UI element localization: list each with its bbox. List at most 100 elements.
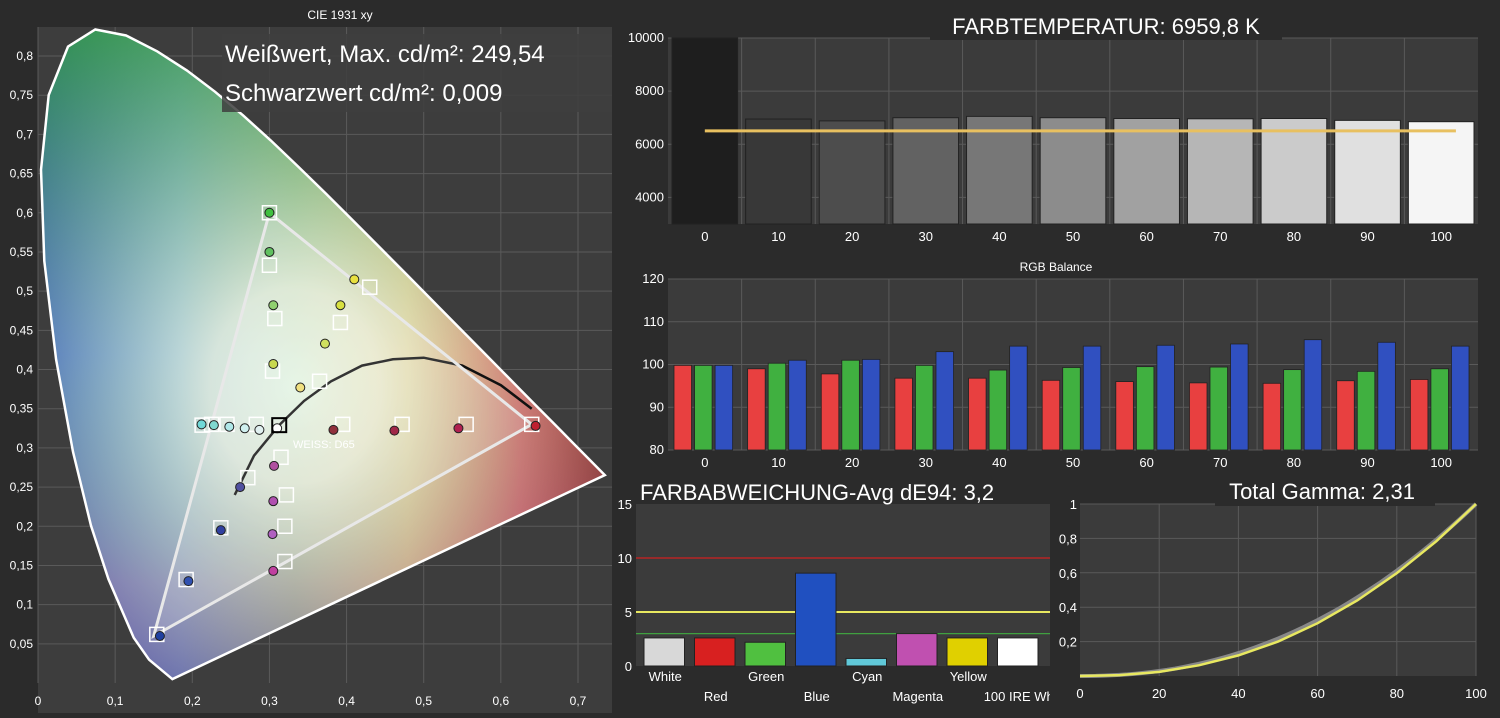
cie-title: CIE 1931 xy bbox=[307, 8, 372, 22]
rgb-x-tick: 50 bbox=[1066, 455, 1080, 470]
de-bar bbox=[744, 641, 786, 667]
rgb-bar-green bbox=[1135, 366, 1155, 451]
target-point bbox=[334, 416, 351, 433]
ct-x-tick: 30 bbox=[918, 229, 932, 244]
rgb-y-tick: 110 bbox=[643, 314, 664, 329]
color-temp-panel: 4000 6000 8000 10000 0 10 20 30 40 50 60 70 80 90 100 … bbox=[612, 0, 1500, 255]
cie-x-tick: 0,1 bbox=[107, 694, 124, 708]
gamma-title: Total Gamma: 2,31 bbox=[1229, 480, 1415, 504]
rgb-x-tick: 60 bbox=[1139, 455, 1153, 470]
target-point bbox=[261, 257, 278, 274]
ct-x-tick: 40 bbox=[992, 229, 1006, 244]
measured-point bbox=[154, 630, 165, 641]
ct-y-tick: 6000 bbox=[635, 136, 664, 151]
de-title: FARBABWEICHUNG-Avg dE94: 3,2 bbox=[640, 480, 994, 505]
gm-y-tick: 0,8 bbox=[1059, 531, 1077, 546]
target-point bbox=[261, 205, 278, 221]
rgb-bar-green bbox=[988, 369, 1008, 451]
de-x-label: 100 IRE Wh bbox=[984, 689, 1050, 704]
measured-point bbox=[335, 300, 346, 311]
gm-y-tick: 1 bbox=[1070, 497, 1077, 512]
rgb-bar-red bbox=[747, 368, 766, 451]
de-y-tick: 0 bbox=[625, 659, 632, 674]
de-y-tick: 5 bbox=[625, 605, 632, 620]
ct-x-tick: 90 bbox=[1360, 229, 1374, 244]
de-y-tick: 15 bbox=[618, 497, 632, 512]
rgb-x-tick: 100 bbox=[1430, 455, 1452, 470]
rgb-y-tick: 120 bbox=[642, 271, 664, 286]
ct-x-tick: 20 bbox=[845, 229, 859, 244]
delta-e-panel: 0 5 10 15 White Red Green Blue Cyan Magenta Yellow… bbox=[612, 480, 1054, 713]
ct-y-tick: 10000 bbox=[628, 30, 664, 45]
measured-point bbox=[235, 482, 246, 493]
target-point bbox=[278, 487, 295, 503]
rgb-x-tick: 40 bbox=[992, 455, 1006, 470]
cie-y-tick: 0,6 bbox=[16, 206, 33, 220]
rgb-x-tick: 10 bbox=[771, 455, 785, 470]
rgb-bar-red bbox=[1115, 381, 1134, 451]
cie-y-tick: 0,2 bbox=[16, 519, 33, 533]
rgb-bar-red bbox=[820, 373, 840, 451]
cie-y-tick: 0,4 bbox=[16, 363, 33, 377]
rgb-title: RGB Balance bbox=[1020, 260, 1093, 274]
rgb-bar-red bbox=[1262, 382, 1282, 451]
rgb-bar-blue bbox=[1377, 341, 1396, 451]
cie-y-tick: 0,5 bbox=[16, 284, 33, 298]
rgb-balance-panel: 80 90 100 110 120 0 10 20 30 40 50 60 70 80 90 100 RGB … bbox=[612, 255, 1500, 480]
target-point bbox=[267, 310, 283, 327]
cie-locus-outline bbox=[39, 28, 607, 681]
cie-panel: 0 0,1 0,2 0,3 0,4 0,5 0,6 0,7 0,05 0,1 0,15 0,2 0,25… bbox=[0, 0, 612, 713]
ct-bar bbox=[1334, 119, 1401, 225]
rgb-balance-chart: 80 90 100 110 120 0 10 20 30 40 50 60 70 80 90 100 RGB … bbox=[642, 260, 1478, 470]
rgb-bar-red bbox=[1409, 379, 1429, 451]
cie-locus-white bbox=[41, 29, 605, 680]
measured-point bbox=[224, 421, 235, 432]
de-bar bbox=[795, 572, 837, 667]
rgb-bar-red bbox=[1336, 380, 1355, 451]
rgb-bar-green bbox=[1356, 370, 1376, 451]
ct-x-tick: 60 bbox=[1139, 229, 1153, 244]
rgb-bar-green bbox=[767, 362, 787, 451]
rgb-bar-green bbox=[841, 359, 860, 451]
ct-y-tick: 8000 bbox=[635, 83, 664, 98]
cie-info-box bbox=[222, 34, 612, 112]
rgb-x-tick: 80 bbox=[1287, 455, 1301, 470]
cie-y-tick: 0,1 bbox=[16, 598, 33, 612]
measured-point bbox=[268, 496, 279, 507]
ct-bar bbox=[1039, 117, 1107, 225]
target-point bbox=[311, 373, 328, 390]
rgb-bar-blue bbox=[1009, 345, 1028, 451]
cie-y-tick: 0,05 bbox=[10, 637, 34, 651]
gamma-title-box bbox=[1215, 480, 1435, 506]
rgb-x-tick: 0 bbox=[701, 455, 708, 470]
rgb-bar-green bbox=[1430, 368, 1449, 451]
ct-x-tick: 10 bbox=[771, 229, 785, 244]
gamma-curve bbox=[1079, 503, 1477, 678]
cie-y-tick: 0,55 bbox=[10, 245, 34, 259]
rgb-bar-green bbox=[694, 364, 713, 451]
cie-y-tick: 0,25 bbox=[10, 480, 34, 494]
measured-point bbox=[389, 425, 400, 436]
ct-bar bbox=[1260, 118, 1328, 225]
white-level-label: Weißwert, Max. cd/m²: 249,54 bbox=[225, 41, 545, 68]
de-x-label: Red bbox=[704, 689, 728, 704]
ct-bar bbox=[966, 115, 1033, 225]
gm-x-tick: 40 bbox=[1231, 686, 1245, 701]
ct-title: FARBTEMPERATUR: 6959,8 K bbox=[952, 14, 1260, 39]
gm-y-tick: 0,2 bbox=[1059, 635, 1077, 650]
de-x-label: Blue bbox=[804, 689, 830, 704]
cie-y-tick: 0,75 bbox=[10, 88, 34, 102]
rgb-bar-blue bbox=[935, 351, 954, 451]
rgb-bar-red bbox=[1041, 379, 1061, 451]
gm-x-tick: 100 bbox=[1465, 686, 1487, 701]
target-point bbox=[361, 279, 378, 295]
ct-x-tick: 100 bbox=[1430, 229, 1452, 244]
target-point bbox=[273, 449, 289, 466]
rgb-bar-red bbox=[673, 364, 692, 451]
ct-x-tick: 50 bbox=[1066, 229, 1080, 244]
rgb-y-tick: 80 bbox=[650, 442, 664, 457]
de-x-label: Magenta bbox=[892, 689, 943, 704]
ct-bar bbox=[1113, 118, 1180, 225]
gamma-plot-area bbox=[1080, 504, 1476, 676]
measured-point bbox=[208, 420, 219, 431]
